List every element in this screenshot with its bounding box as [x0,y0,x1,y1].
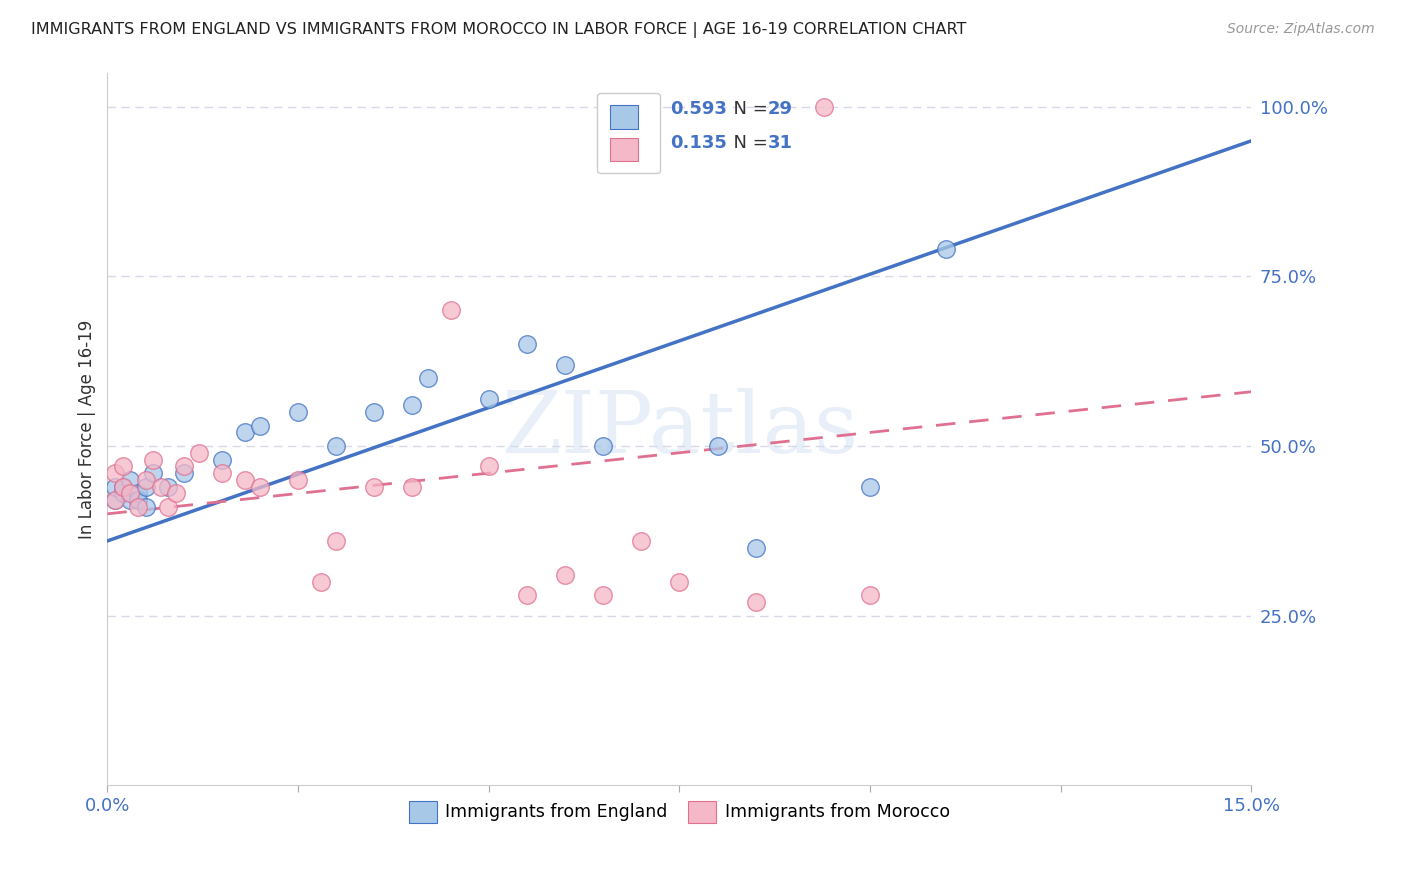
Point [516,337,538,351]
Point [104,480,127,494]
Point [363,405,385,419]
Point [233,425,256,440]
Text: Source: ZipAtlas.com: Source: ZipAtlas.com [1227,22,1375,37]
Point [478,392,501,406]
Point [439,303,461,318]
Point [309,574,332,589]
Point [744,595,766,609]
Point [187,446,209,460]
Point [516,588,538,602]
Text: 31: 31 [768,134,793,152]
Point [249,418,271,433]
Point [287,405,309,419]
Point [157,480,180,494]
Point [111,459,134,474]
Point [287,473,309,487]
Text: 0.593: 0.593 [671,100,727,118]
Text: 29: 29 [768,100,793,118]
Point [668,574,690,589]
Point [104,493,127,508]
Point [249,480,271,494]
Y-axis label: In Labor Force | Age 16-19: In Labor Force | Age 16-19 [79,319,96,539]
Point [111,480,134,494]
Point [173,466,195,480]
Point [165,486,187,500]
Text: N =: N = [721,134,773,152]
Text: 0.135: 0.135 [671,134,727,152]
Point [416,371,439,385]
Point [554,567,576,582]
Text: N =: N = [721,100,773,118]
Point [120,493,142,508]
Point [120,486,142,500]
Point [744,541,766,555]
Legend: Immigrants from England, Immigrants from Morocco: Immigrants from England, Immigrants from… [402,794,957,830]
Point [134,500,156,514]
Point [813,100,835,114]
Point [325,533,347,548]
Point [127,486,149,500]
Text: IMMIGRANTS FROM ENGLAND VS IMMIGRANTS FROM MOROCCO IN LABOR FORCE | AGE 16-19 CO: IMMIGRANTS FROM ENGLAND VS IMMIGRANTS FR… [31,22,966,38]
Point [142,466,165,480]
Point [859,480,882,494]
Point [363,480,385,494]
Point [127,500,149,514]
Point [935,243,957,257]
Point [120,473,142,487]
Point [592,588,614,602]
Point [401,480,423,494]
Point [706,439,728,453]
Point [157,500,180,514]
Point [325,439,347,453]
Point [211,452,233,467]
Point [233,473,256,487]
Point [134,480,156,494]
Text: R =: R = [628,134,666,152]
Point [142,452,165,467]
Point [111,480,134,494]
Point [554,358,576,372]
Point [211,466,233,480]
Point [134,473,156,487]
Point [111,486,134,500]
Text: R =: R = [628,100,666,118]
Point [401,398,423,412]
Point [104,466,127,480]
Point [630,533,652,548]
Point [592,439,614,453]
Point [127,493,149,508]
Point [173,459,195,474]
Point [104,493,127,508]
Text: ZIPatlas: ZIPatlas [501,387,858,471]
Point [859,588,882,602]
Point [478,459,501,474]
Point [149,480,172,494]
